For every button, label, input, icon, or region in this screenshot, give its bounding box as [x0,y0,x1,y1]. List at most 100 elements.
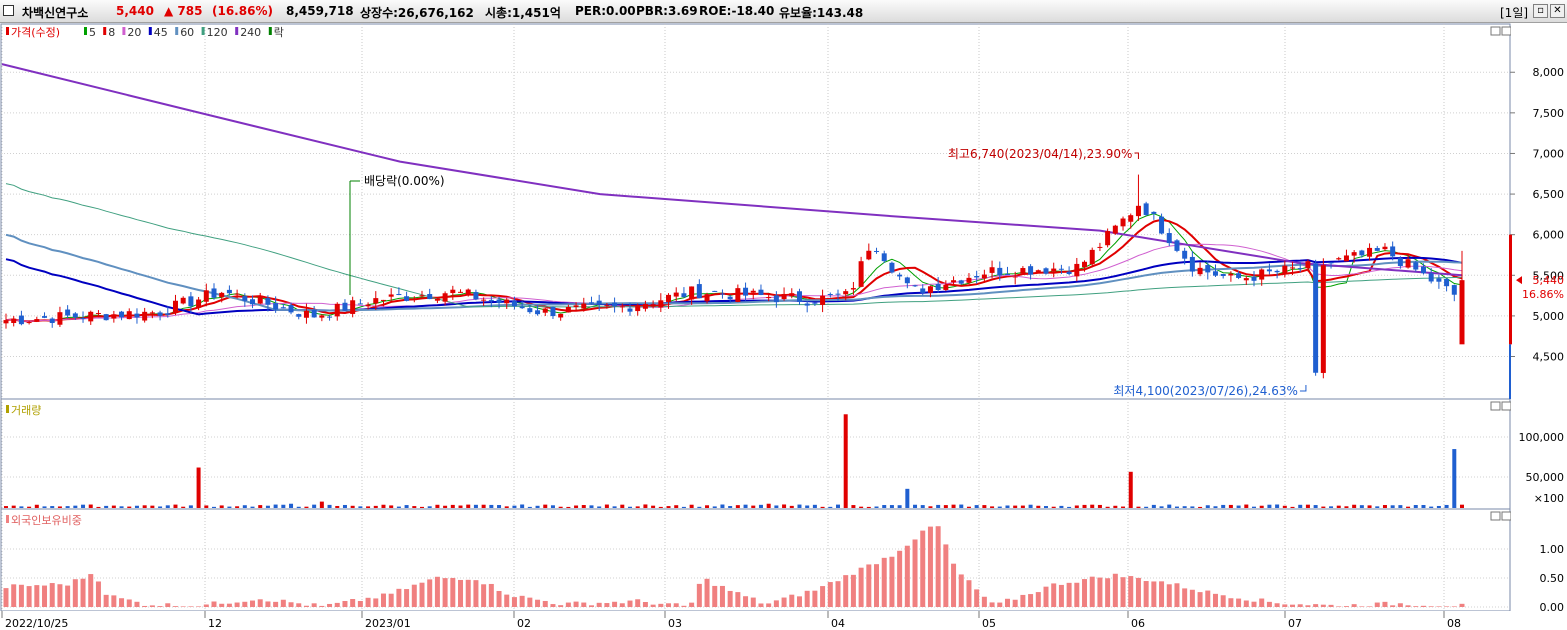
volume-value: 8,459,718 [286,4,354,18]
volume-bar [1267,504,1272,508]
candle-body [180,297,186,304]
foreign-bar [889,556,895,607]
price-axis-label: 6,000 [1533,229,1565,242]
candle-body [596,300,602,305]
volume-bar [1082,504,1087,508]
foreign-bar [712,585,718,607]
candle-body [565,307,571,313]
volume-bar [966,506,971,508]
candle-body [812,302,818,304]
volume-bar [520,504,525,508]
foreign-bar [1436,606,1442,607]
period-selector[interactable]: [1일] [1500,6,1529,20]
candle-body [1343,255,1349,262]
volume-bar [543,504,548,508]
volume-bar [720,504,725,508]
restore-icon[interactable]: ▫ [1533,4,1548,18]
foreign-bar [989,602,995,607]
foreign-bar [180,606,186,607]
volume-bar [1228,504,1233,508]
foreign-bar [1066,582,1072,607]
candle-body [573,305,579,308]
panel-frame [0,23,1511,400]
candle-body [981,274,987,279]
candle-body [1320,265,1326,373]
candle-body [1336,258,1342,260]
volume-bar [420,506,424,508]
legend-swatch [235,27,239,35]
foreign-bar [766,603,772,607]
foreign-bar [966,580,972,607]
foreign-bar [250,600,256,607]
foreign-bar [288,602,294,607]
foreign-bar [650,604,656,607]
price-axis-label: 5,000 [1533,310,1565,323]
candle-body [920,288,926,293]
volume-bar [1359,505,1364,508]
foreign-bar [1413,606,1419,607]
foreign-bar [1043,586,1049,607]
price-range-bar [1509,344,1511,399]
x-axis-label: 02 [517,617,531,630]
foreign-bar [1390,605,1396,607]
foreign-bar [465,579,471,607]
candle-body [1451,285,1457,295]
candle-body [419,295,425,297]
candle-body [234,293,240,295]
foreign-bar [827,582,833,607]
legend-label: 락 [274,26,284,39]
foreign-bar [380,593,386,607]
candle-body [681,293,687,298]
volume-bar [674,505,679,508]
candle-body [504,299,510,304]
ma-line-45 [5,256,1463,316]
candle-body [458,291,464,293]
volume-bar [805,505,810,508]
volume-bar [458,505,463,508]
volume-bar [697,506,702,508]
panel-minimize-icon [1490,26,1501,36]
foreign-bar [951,563,957,607]
volume-bar [212,506,216,508]
volume-bar [574,505,579,508]
close-icon[interactable]: ✕ [1550,4,1565,18]
volume-bar [366,506,371,508]
foreign-bar [95,581,101,607]
panel-frame [0,398,1511,510]
foreign-bar [119,598,125,607]
candle-body [1174,240,1180,251]
foreign-bar [319,605,325,607]
volume-bar [1005,505,1010,508]
volume-bar [443,505,448,508]
foreign-bar [812,590,818,607]
volume-bar [828,506,833,508]
candle-body [627,308,633,312]
panel-minimize-icon [1490,511,1501,521]
volume-bar [1097,504,1102,508]
checkbox-icon[interactable] [3,5,14,16]
candle-body [997,267,1003,276]
candle-body [1058,268,1064,270]
candle-body [1197,267,1203,275]
foreign-bar [1166,584,1172,607]
stock-chart[interactable]: 2022/10/25 12 2023/01 02 03 04 05 06 07 08 8,000 7,… [0,23,1567,630]
candle-body [1420,266,1426,274]
candle-body [427,294,433,300]
candle-body [1082,261,1088,268]
foreign-bar [1405,605,1411,607]
volume-bar [1344,506,1349,508]
foreign-bar [1320,604,1326,607]
volume-unit-label: ×100 [1534,492,1564,505]
foreign-bar [196,606,202,607]
foreign-bar [1120,577,1126,607]
candle-body [288,305,294,313]
volume-bar [88,504,93,508]
legend-swatch [6,405,9,413]
listed-shares: 상장수:26,676,162 [360,6,474,20]
candle-body [80,317,86,319]
foreign-bar [689,602,695,607]
volume-bar [19,506,24,508]
candle-body [1012,276,1018,278]
foreign-bar [981,596,987,607]
legend-label: 8 [108,26,115,39]
